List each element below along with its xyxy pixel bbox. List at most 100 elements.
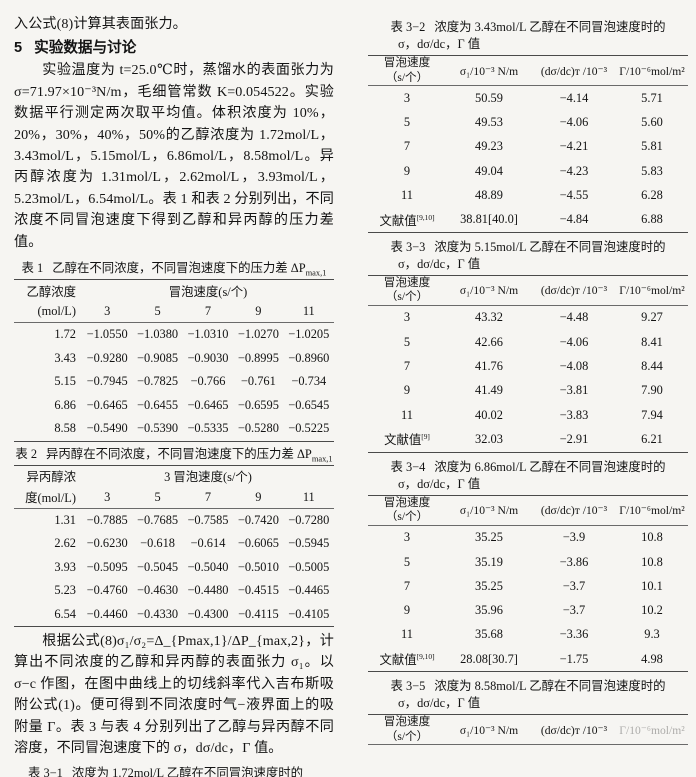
table2-conc: 3.93	[54, 559, 76, 574]
table33-gamma: 8.41	[641, 334, 663, 349]
table32-sigma: 49.04	[475, 163, 503, 178]
table34-caption-label: 表 3−4	[390, 459, 426, 474]
table2-header-span: 3 冒泡速度(s/个)	[164, 470, 252, 485]
table2-conc: 5.23	[54, 583, 76, 598]
table2-cell: −0.5045	[137, 559, 179, 574]
table-row: 3.43 −0.9280 −0.9085 −0.9030 −0.8995 −0.…	[14, 347, 334, 371]
table1-cell: −1.0205	[288, 327, 330, 342]
table1-cell: −0.734	[291, 374, 327, 389]
table33-caption-line1: 浓度为 5.15mol/L 乙醇在不同冒泡速度时的	[434, 239, 666, 254]
table1-caption-label: 表 1	[21, 261, 44, 276]
table1-cell: −0.6465	[187, 397, 229, 412]
table32-sigma: 50.59	[475, 90, 503, 105]
table32-speed: 7	[403, 139, 411, 154]
table34-speed: 3	[403, 530, 411, 545]
table2-speed-header: 5	[154, 489, 161, 504]
table-row: 5 49.53 −4.06 5.60	[368, 110, 688, 134]
paragraph-top: 入公式(8)计算其表面张力。	[14, 16, 187, 32]
table2-cell: −0.618	[140, 536, 176, 551]
table33-dsdc: −4.06	[559, 334, 589, 349]
table32-gamma: 6.28	[641, 187, 663, 202]
table2-caption-label: 表 2	[15, 446, 38, 461]
table2-cell: −0.7685	[137, 512, 179, 527]
table-row: 9 49.04 −4.23 5.83	[368, 159, 688, 183]
table33-caption: 表 3−3 浓度为 5.15mol/L 乙醇在不同冒泡速度时的 σ，dσ/dc，Γ…	[368, 239, 688, 273]
table33-speed: 11	[401, 407, 413, 422]
table-pressure-isopropanol: 异丙醇浓 3 冒泡速度(s/个) 度(mol/L) 3 5 7 9 11 1.3…	[14, 465, 334, 628]
table34-sigma: 35.19	[475, 554, 503, 569]
table-row: 7 49.23 −4.21 5.81	[368, 135, 688, 159]
table33-lit-dsdc: −2.91	[559, 431, 589, 446]
left-column: 入公式(8)计算其表面张力。 5 实验数据与讨论 实验温度为 t=25.0℃时，蒸…	[14, 0, 334, 777]
table33-gamma: 8.44	[641, 359, 663, 374]
table1-speed-header: 11	[302, 304, 315, 319]
table32-header-dsdc: (dσ/dc)ᴛ /10⁻³	[540, 64, 608, 78]
header-speed-line2: （s/个）	[385, 510, 429, 524]
table2-speed-header: 11	[302, 489, 315, 504]
table32-speed: 5	[403, 114, 411, 129]
table1-cell: −0.5335	[187, 421, 229, 436]
table1-speed-header: 9	[255, 304, 262, 319]
table34-header-speed: 冒泡速度 （s/个）	[368, 495, 446, 525]
table1-header-span: 冒泡速度(s/个)	[168, 284, 248, 299]
paragraph-main: 实验温度为 t=25.0℃时，蒸馏水的表面张力为σ=71.97×10⁻³N/m，…	[14, 62, 334, 250]
table-row: 3.93 −0.5095 −0.5045 −0.5040 −0.5010 −0.…	[14, 556, 334, 580]
table1-cell: −0.761	[240, 374, 276, 389]
table2-cell: −0.4515	[237, 583, 279, 598]
table-row: 5 35.19 −3.86 10.8	[368, 550, 688, 574]
header-speed-line1: 冒泡速度	[383, 715, 431, 729]
table33-lit-label: 文献值[9]	[368, 427, 446, 452]
table1-cell: −0.6545	[288, 397, 330, 412]
table1-cell: −0.5225	[288, 421, 330, 436]
table2-cell: −0.7585	[187, 512, 229, 527]
table34-header-sigma: σ₁/10⁻³ N/m	[459, 504, 519, 518]
table34-dsdc: −3.86	[559, 554, 589, 569]
table1-conc: 6.86	[54, 397, 76, 412]
table32-header-row: 冒泡速度 （s/个） σ₁/10⁻³ N/m (dσ/dc)ᴛ /10⁻³ Γ/…	[368, 55, 688, 86]
table-row: 11 48.89 −4.55 6.28	[368, 183, 688, 207]
table32-lit-gamma: 6.88	[641, 212, 663, 227]
table2-cell: −0.7280	[288, 512, 330, 527]
table33-sigma: 40.02	[475, 407, 503, 422]
table32-gamma: 5.60	[641, 114, 663, 129]
table34-sigma: 35.68	[475, 627, 503, 642]
table1-cell: −0.6465	[86, 397, 128, 412]
table33-caption-label: 表 3−3	[390, 239, 426, 254]
table-row: 2.62 −0.6230 −0.618 −0.614 −0.6065 −0.59…	[14, 532, 334, 556]
table2-cell: −0.4300	[187, 606, 229, 621]
header-speed-line2: （s/个）	[385, 729, 429, 743]
table32-header-sigma: σ₁/10⁻³ N/m	[459, 64, 519, 78]
table1-cell: −0.7945	[86, 374, 128, 389]
section-number: 5	[14, 40, 23, 57]
header-speed-line1: 冒泡速度	[383, 275, 431, 289]
table31-caption-label: 表 3−1	[28, 765, 63, 777]
table33-dsdc: −4.08	[559, 359, 589, 374]
table32-dsdc: −4.23	[559, 163, 589, 178]
table-row: 5.15 −0.7945 −0.7825 −0.766 −0.761 −0.73…	[14, 370, 334, 394]
table33-gamma: 7.94	[641, 407, 663, 422]
table2-cell: −0.5040	[187, 559, 229, 574]
table2-cell: −0.4460	[86, 606, 128, 621]
table-row: 5.23 −0.4760 −0.4630 −0.4480 −0.4515 −0.…	[14, 579, 334, 603]
table1-cell: −0.9030	[187, 350, 229, 365]
table34-speed: 11	[401, 627, 413, 642]
header-speed-line1: 冒泡速度	[383, 56, 431, 69]
table-row: 8.58 −0.5490 −0.5390 −0.5335 −0.5280 −0.…	[14, 417, 334, 442]
table34-sigma: 35.25	[475, 578, 503, 593]
table1-caption-sub: max,1	[305, 267, 327, 278]
table1-header-row-1: 乙醇浓度 冒泡速度(s/个)	[14, 279, 334, 302]
table2-cell: −0.5010	[237, 559, 279, 574]
table34-dsdc: −3.7	[562, 603, 586, 618]
table33-header-gamma: Γ/10⁻⁶mol/m²	[619, 284, 685, 298]
table2-header-rowname: 异丙醇浓	[26, 470, 76, 485]
table2-header-rowunit: 度(mol/L)	[25, 491, 76, 506]
table-row-literature: 文献值[9,10] 38.81[40.0] −4.84 6.88	[368, 207, 688, 233]
table33-caption-line2: σ，dσ/dc，Γ 值	[398, 256, 481, 271]
table34-caption-line2: σ，dσ/dc，Γ 值	[398, 476, 481, 491]
table32-caption-line2: σ，dσ/dc，Γ 值	[398, 37, 481, 51]
table33-speed: 9	[403, 383, 411, 398]
table35-header-speed: 冒泡速度 （s/个）	[368, 715, 446, 745]
table33-header-dsdc: (dσ/dc)ᴛ /10⁻³	[540, 284, 608, 298]
table-row: 11 40.02 −3.83 7.94	[368, 403, 688, 427]
